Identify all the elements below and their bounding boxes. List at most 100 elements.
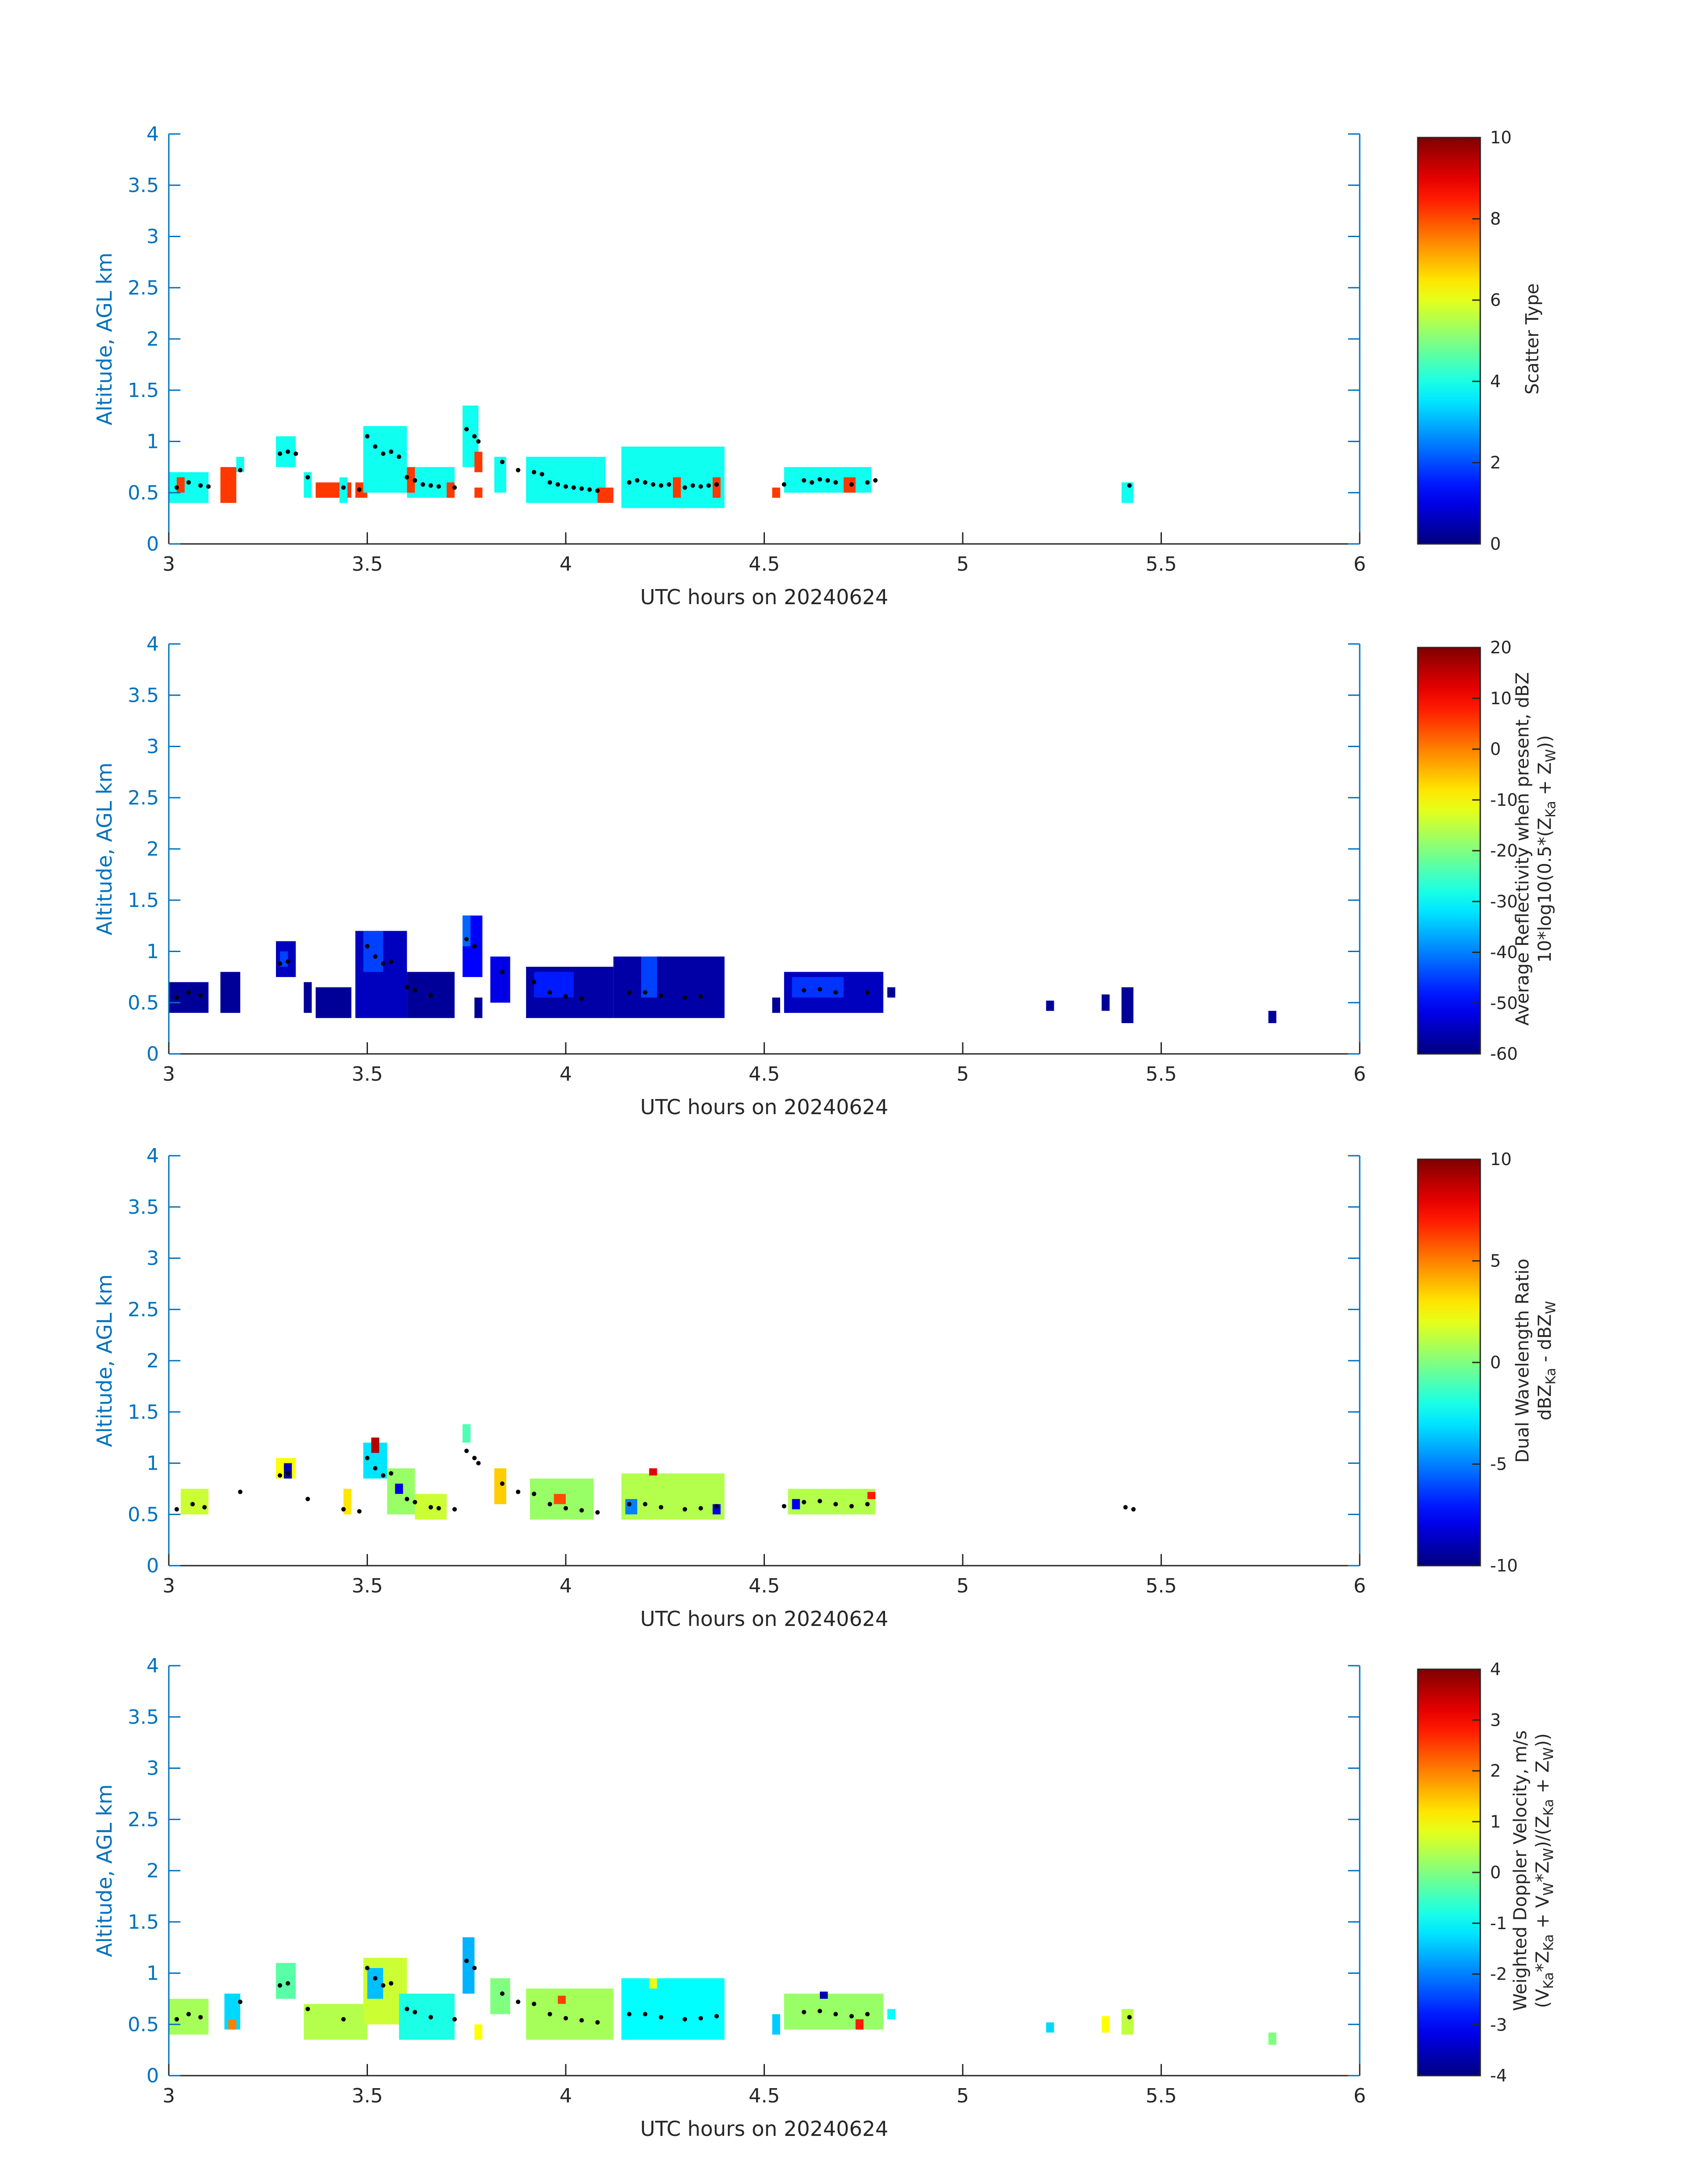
marker-dot-15 (428, 2015, 433, 2020)
data-cell-24 (1268, 2032, 1277, 2045)
colorbar-gradient (1417, 1158, 1481, 1567)
marker-dot-45 (698, 484, 703, 489)
x-axis-label: UTC hours on 20240624 (640, 1095, 889, 1119)
data-cell-21 (887, 987, 895, 998)
marker-dot-14 (413, 2010, 418, 2014)
y-tick-label: 1 (146, 1962, 159, 1985)
data-cell-16 (474, 487, 483, 498)
colorbar-tick-label: -4 (1490, 2066, 1507, 2085)
data-cell-12 (526, 1988, 614, 2040)
marker-dot-8 (341, 2017, 346, 2022)
data-cell-13 (558, 1996, 566, 2004)
marker-dot-13 (373, 444, 378, 449)
colorbar-tick-label: -2 (1490, 1964, 1507, 1984)
marker-dot-36 (865, 2012, 870, 2017)
data-cell-21 (673, 477, 681, 498)
data-cells (169, 405, 1134, 508)
data-cell-22 (712, 477, 721, 498)
x-tick-label: 6 (1353, 2085, 1366, 2107)
marker-dot-24 (472, 434, 477, 439)
colorbar-tick-label: 20 (1490, 638, 1512, 657)
marker-dot-17 (405, 475, 409, 480)
data-cell-2 (220, 972, 241, 1013)
marker-dot-44 (690, 483, 695, 488)
data-cell-4 (276, 1963, 296, 1999)
marker-dot-32 (564, 484, 568, 489)
y-tick-label: 0 (146, 533, 159, 556)
data-cell-15 (625, 1499, 638, 1515)
y-tick-label: 3.5 (128, 1706, 159, 1729)
marker-dot-2 (186, 480, 191, 485)
marker-dot-19 (421, 482, 425, 487)
marker-dot-29 (682, 2017, 687, 2022)
x-tick-label: 6 (1353, 553, 1366, 576)
y-tick-label: 0 (146, 2064, 159, 2087)
marker-dot-28 (865, 990, 870, 995)
data-cell-5 (304, 2004, 367, 2040)
marker-dot-23 (564, 2016, 568, 2021)
marker-dot-2 (186, 990, 191, 995)
marker-dot-36 (802, 1500, 806, 1504)
data-cell-6 (304, 472, 312, 498)
marker-dot-28 (659, 2015, 664, 2020)
marker-dot-31 (659, 1505, 664, 1510)
x-tick-label: 5 (956, 2085, 969, 2107)
data-cell-3 (220, 467, 237, 503)
marker-dot-15 (388, 449, 393, 454)
marker-dot-31 (714, 2014, 719, 2018)
data-cell-10 (462, 1424, 471, 1443)
marker-dot-17 (464, 1959, 469, 1963)
marker-dots (174, 937, 870, 1001)
data-cell-23 (1121, 2009, 1134, 2035)
marker-dot-26 (500, 460, 505, 464)
x-tick-label: 4 (560, 1063, 572, 1086)
marker-dot-53 (833, 480, 838, 485)
colorbar-tick-label: -20 (1490, 841, 1518, 861)
marker-dot-41 (659, 483, 664, 488)
marker-dot-8 (341, 1507, 346, 1512)
marker-dot-18 (413, 478, 418, 483)
data-cells (169, 915, 1277, 1024)
x-tick-label: 3.5 (352, 553, 383, 576)
data-cell-18 (772, 997, 781, 1013)
marker-dot-1 (174, 1507, 179, 1512)
data-cell-9 (462, 1937, 475, 1994)
colorbar-tick-label: 0 (1490, 1353, 1501, 1372)
colorbar-formula: dBZKa - dBZW (1535, 1301, 1559, 1421)
marker-dot-47 (714, 482, 719, 487)
data-cell-16 (613, 957, 725, 1018)
marker-dot-11 (381, 1983, 386, 1988)
marker-dot-24 (698, 994, 703, 999)
marker-dot-1 (174, 995, 179, 1000)
data-cell-3 (228, 2019, 237, 2030)
marker-dot-28 (531, 470, 536, 475)
panel-2: 3 3.5 4 4.5 5 5.5 6 0 0.5 1 1.5 2 2.5 3 3.5 4 UTC hours … (92, 633, 1559, 1119)
data-cell-25 (1268, 1011, 1277, 1024)
marker-dot-20 (627, 990, 632, 995)
x-tick-label: 4.5 (749, 553, 780, 576)
marker-dot-24 (579, 2018, 584, 2023)
marker-dot-33 (571, 485, 576, 490)
x-tick-label: 6 (1353, 1063, 1366, 1086)
marker-dot-34 (833, 2012, 838, 2017)
data-cell-12 (474, 997, 483, 1018)
marker-dots (174, 427, 1132, 493)
marker-dot-30 (698, 2016, 703, 2021)
marker-dot-34 (714, 1504, 719, 1508)
x-tick-label: 3.5 (352, 1063, 383, 1086)
colorbar-tick-label: 5 (1490, 1251, 1501, 1271)
y-tick-label: 2.5 (128, 1808, 159, 1831)
data-cell-12 (407, 467, 415, 493)
marker-dot-17 (436, 1506, 441, 1511)
y-tick-label: 2 (146, 1859, 159, 1882)
x-tick-label: 3 (163, 553, 175, 576)
marker-dot-52 (825, 478, 830, 483)
marker-dot-6 (285, 1471, 290, 1476)
marker-dot-8 (381, 961, 386, 966)
y-tick-label: 4 (146, 633, 159, 656)
data-cell-14 (621, 1978, 725, 2040)
marker-dot-12 (428, 993, 433, 998)
data-cell-2 (176, 477, 185, 493)
marker-dots (174, 1449, 1136, 1515)
